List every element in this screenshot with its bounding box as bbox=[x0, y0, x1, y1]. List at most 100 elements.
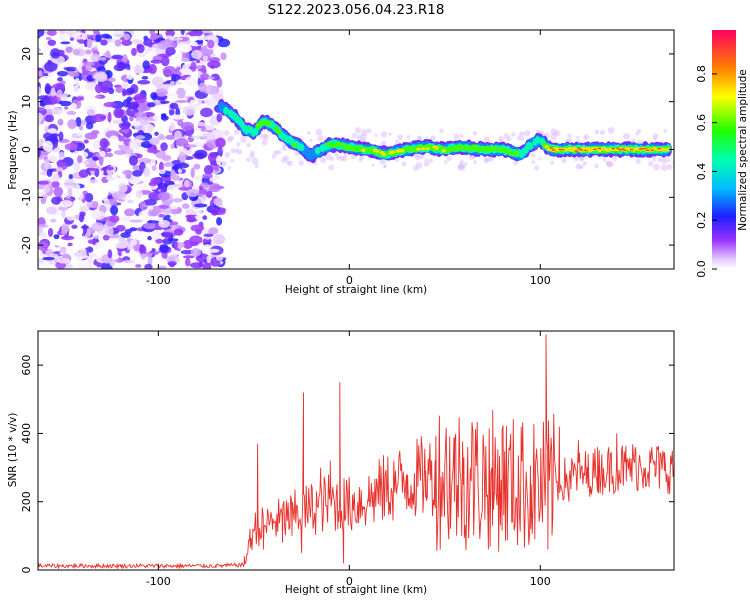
noise-blob bbox=[158, 265, 167, 269]
noise-blob bbox=[149, 30, 156, 36]
noise-blob bbox=[165, 47, 176, 56]
noise-blob bbox=[177, 43, 189, 48]
x-tick-label: -100 bbox=[146, 274, 171, 287]
noise-blob bbox=[66, 242, 73, 247]
noise-blob bbox=[78, 124, 84, 131]
noise-blob bbox=[227, 166, 232, 170]
noise-blob bbox=[140, 116, 150, 126]
noise-blob bbox=[141, 123, 155, 134]
noise-blob bbox=[75, 116, 82, 127]
noise-blob bbox=[100, 86, 110, 94]
noise-blob bbox=[155, 88, 168, 97]
noise-blob bbox=[206, 255, 212, 263]
noise-blob bbox=[91, 130, 100, 135]
noise-blob bbox=[93, 45, 98, 50]
noise-blob bbox=[113, 107, 124, 119]
noise-blob bbox=[78, 169, 89, 178]
noise-blob bbox=[184, 179, 190, 188]
ridge-cell bbox=[514, 150, 520, 156]
noise-blob bbox=[254, 164, 259, 169]
noise-blob bbox=[359, 155, 365, 160]
ridge-cell bbox=[314, 146, 321, 155]
noise-blob bbox=[147, 102, 156, 108]
noise-blob bbox=[173, 228, 184, 236]
noise-blob bbox=[147, 205, 154, 211]
noise-blob bbox=[143, 222, 156, 230]
noise-blob bbox=[179, 67, 193, 75]
noise-blob bbox=[38, 241, 49, 251]
noise-blob bbox=[120, 216, 131, 222]
noise-blob bbox=[83, 139, 89, 144]
noise-blob bbox=[53, 234, 60, 240]
noise-blob bbox=[126, 87, 135, 94]
noise-blob bbox=[45, 36, 52, 41]
noise-blob bbox=[51, 107, 64, 115]
noise-blob bbox=[208, 183, 222, 193]
noise-blob bbox=[172, 198, 183, 203]
ridge-cell bbox=[588, 149, 593, 153]
noise-blob bbox=[158, 204, 170, 209]
noise-blob bbox=[147, 255, 153, 266]
noise-blob bbox=[190, 61, 197, 72]
noise-blob bbox=[84, 192, 94, 203]
ridge-cell bbox=[585, 147, 591, 151]
noise-blob bbox=[58, 151, 65, 161]
noise-blob bbox=[129, 219, 144, 223]
noise-blob bbox=[146, 220, 160, 224]
figure-title: S122.2023.056.04.23.R18 bbox=[268, 2, 445, 18]
noise-blob bbox=[215, 254, 224, 261]
noise-blob bbox=[126, 71, 135, 81]
noise-blob bbox=[102, 234, 110, 241]
noise-blob bbox=[483, 158, 490, 164]
noise-blob bbox=[261, 133, 269, 141]
ridge-cell bbox=[622, 149, 627, 151]
noise-blob bbox=[170, 114, 185, 120]
noise-blob bbox=[180, 57, 190, 63]
noise-blob bbox=[236, 142, 241, 147]
noise-blob bbox=[124, 208, 136, 217]
noise-blobs-layer bbox=[38, 30, 674, 269]
noise-blob bbox=[131, 47, 137, 57]
noise-blob bbox=[261, 139, 268, 146]
ridge-cell bbox=[611, 147, 616, 150]
noise-blob bbox=[194, 203, 208, 208]
noise-blob bbox=[298, 160, 305, 166]
ridge-cell bbox=[491, 145, 497, 151]
noise-blob bbox=[202, 54, 208, 63]
noise-blob bbox=[579, 165, 584, 170]
noise-blob bbox=[168, 37, 183, 41]
colorbar-tick-label: 0.8 bbox=[695, 65, 708, 83]
noise-blob bbox=[196, 121, 206, 127]
noise-blob bbox=[51, 196, 62, 205]
noise-blob bbox=[453, 133, 460, 140]
noise-blob bbox=[635, 158, 641, 164]
noise-blob bbox=[531, 160, 536, 164]
noise-blob bbox=[96, 66, 106, 73]
noise-blob bbox=[168, 122, 176, 132]
noise-blob bbox=[201, 194, 208, 200]
noise-blob bbox=[184, 76, 198, 87]
snr-xlabel: Height of straight line (km) bbox=[285, 584, 427, 596]
noise-blob bbox=[44, 114, 55, 123]
noise-blob bbox=[660, 164, 668, 171]
noise-blob bbox=[53, 103, 62, 108]
noise-blob bbox=[216, 113, 223, 123]
noise-blob bbox=[401, 161, 407, 167]
noise-blob bbox=[57, 77, 63, 82]
noise-blob bbox=[65, 68, 76, 72]
noise-blob bbox=[146, 149, 160, 154]
noise-blob bbox=[60, 30, 66, 33]
noise-blob bbox=[146, 50, 156, 55]
noise-blob bbox=[309, 138, 313, 143]
noise-blob bbox=[180, 30, 185, 36]
noise-blob bbox=[95, 34, 102, 43]
noise-blob bbox=[99, 137, 109, 149]
noise-blob bbox=[195, 59, 201, 64]
noise-blob bbox=[122, 259, 135, 264]
noise-blob bbox=[82, 160, 90, 165]
noise-blob bbox=[130, 120, 142, 127]
noise-blob bbox=[334, 151, 339, 156]
noise-blob bbox=[198, 82, 207, 93]
noise-blob bbox=[636, 139, 641, 144]
